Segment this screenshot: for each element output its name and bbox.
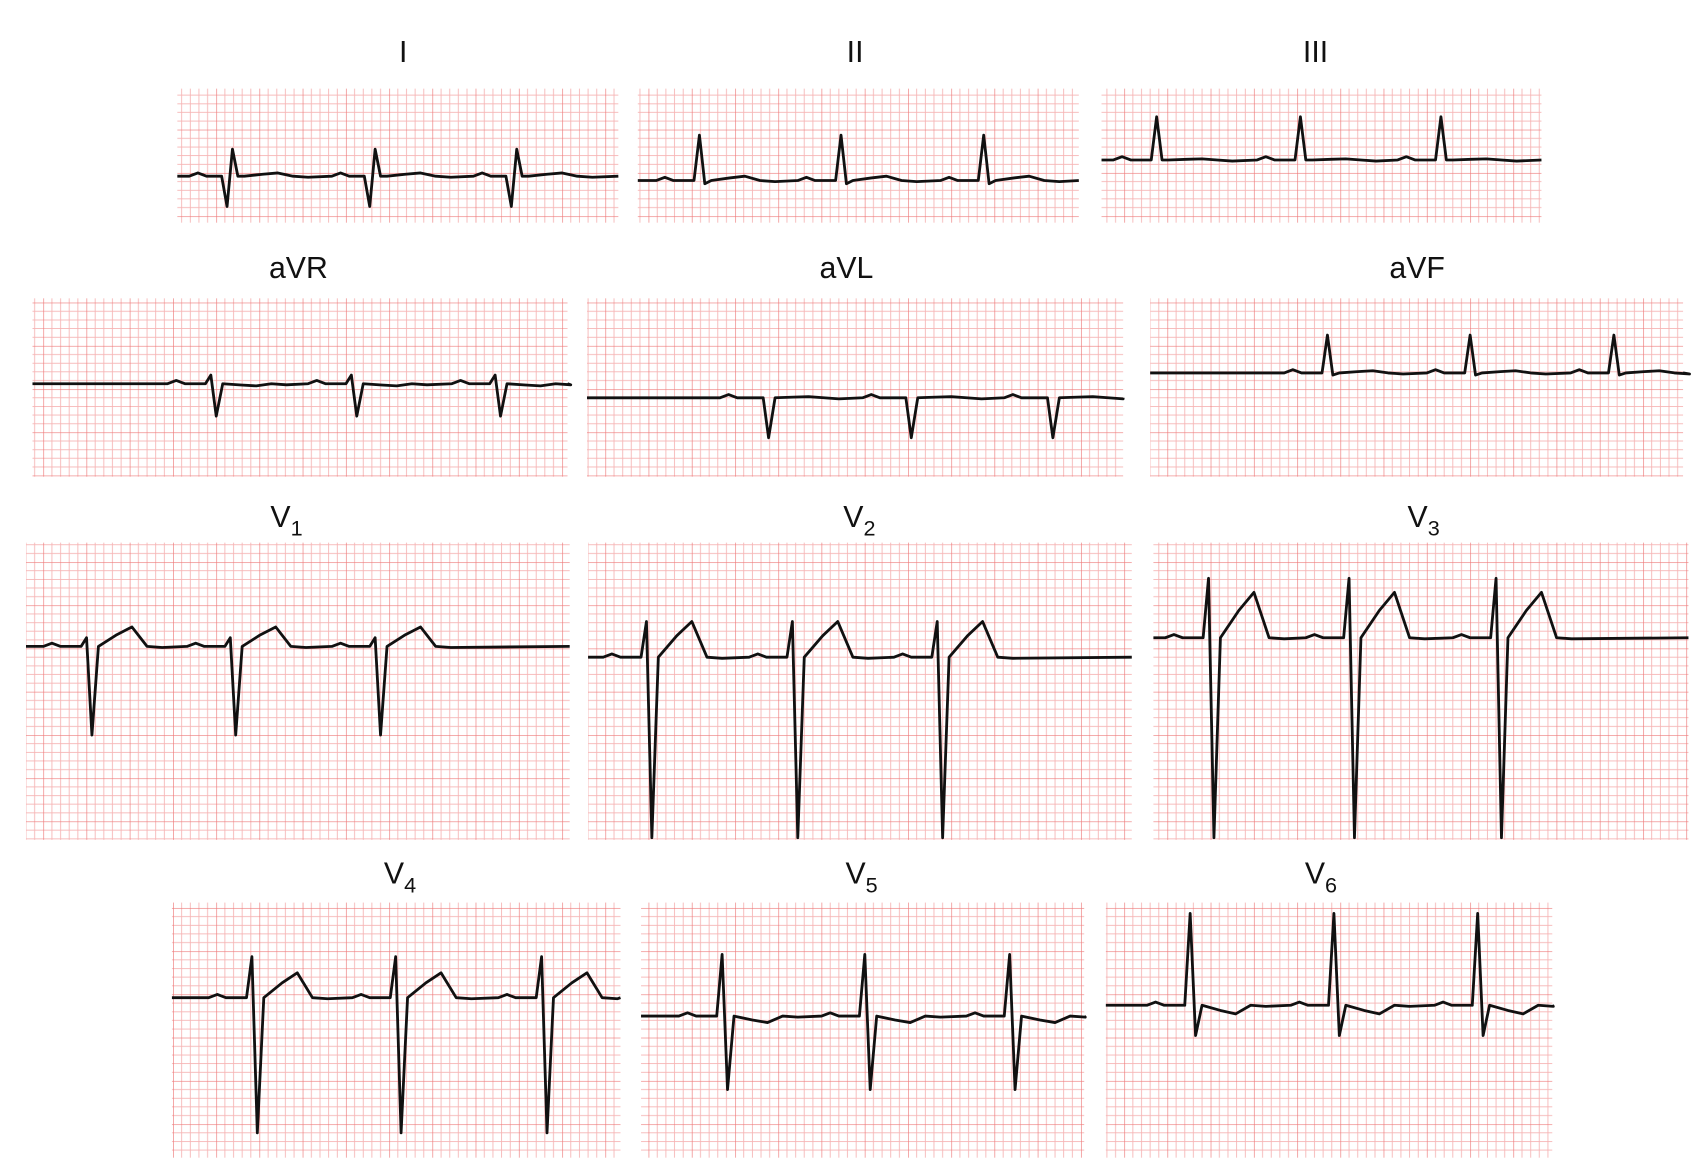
ecg-trace xyxy=(1150,333,1691,377)
lead-name: II xyxy=(847,36,864,69)
lead-label: aVF xyxy=(1389,252,1444,285)
lead-subscript: 2 xyxy=(863,515,875,540)
lead-name: V xyxy=(270,501,291,534)
ecg-grid xyxy=(25,542,570,840)
ecg-trace xyxy=(641,953,1087,1091)
ecg-grid xyxy=(588,542,1132,840)
lead-label: V3 xyxy=(1408,501,1440,541)
ecg-grid xyxy=(32,298,568,477)
lead-label: II xyxy=(847,36,864,69)
lead-name: III xyxy=(1303,36,1328,69)
lead-subscript: 4 xyxy=(404,872,416,897)
lead-label: V4 xyxy=(384,858,416,898)
ecg-trace xyxy=(588,620,1132,840)
lead-subscript: 5 xyxy=(866,872,878,897)
lead-label: aVL xyxy=(820,252,874,285)
lead-name: V xyxy=(384,858,405,891)
ecg-grid xyxy=(1153,542,1689,840)
lead-label: V5 xyxy=(845,858,877,898)
lead-name: V xyxy=(1408,501,1429,534)
lead-name: V xyxy=(845,858,866,891)
ecg-trace xyxy=(586,393,1125,440)
ecg-grid xyxy=(1150,298,1684,477)
lead-name: I xyxy=(399,36,407,69)
ecg-trace xyxy=(171,955,621,1135)
lead-label: aVR xyxy=(269,252,328,285)
lead-name: V xyxy=(1305,858,1326,891)
lead-label: V1 xyxy=(270,501,302,541)
ecg-trace xyxy=(25,625,570,737)
ecg-trace xyxy=(1101,115,1542,163)
lead-label: V6 xyxy=(1305,858,1337,898)
ecg-grid xyxy=(637,88,1079,223)
ecg-trace xyxy=(1105,911,1555,1037)
lead-label: III xyxy=(1303,36,1328,69)
lead-label: V2 xyxy=(843,501,875,541)
lead-name: aVR xyxy=(269,252,328,285)
ecg-grid xyxy=(1101,88,1542,223)
ecg-trace xyxy=(1153,576,1689,840)
lead-name: aVF xyxy=(1389,252,1444,285)
lead-subscript: 6 xyxy=(1325,872,1337,897)
ecg-grid xyxy=(177,88,619,223)
ecg-grid xyxy=(641,902,1085,1158)
ecg-grid xyxy=(586,298,1124,477)
lead-subscript: 1 xyxy=(291,515,303,540)
lead-name: aVL xyxy=(820,252,874,285)
lead-label: I xyxy=(399,36,407,69)
ecg-trace xyxy=(177,147,619,208)
lead-name: V xyxy=(843,501,864,534)
ecg-trace xyxy=(32,373,573,418)
lead-subscript: 3 xyxy=(1428,515,1440,540)
ecg-trace xyxy=(637,133,1079,186)
